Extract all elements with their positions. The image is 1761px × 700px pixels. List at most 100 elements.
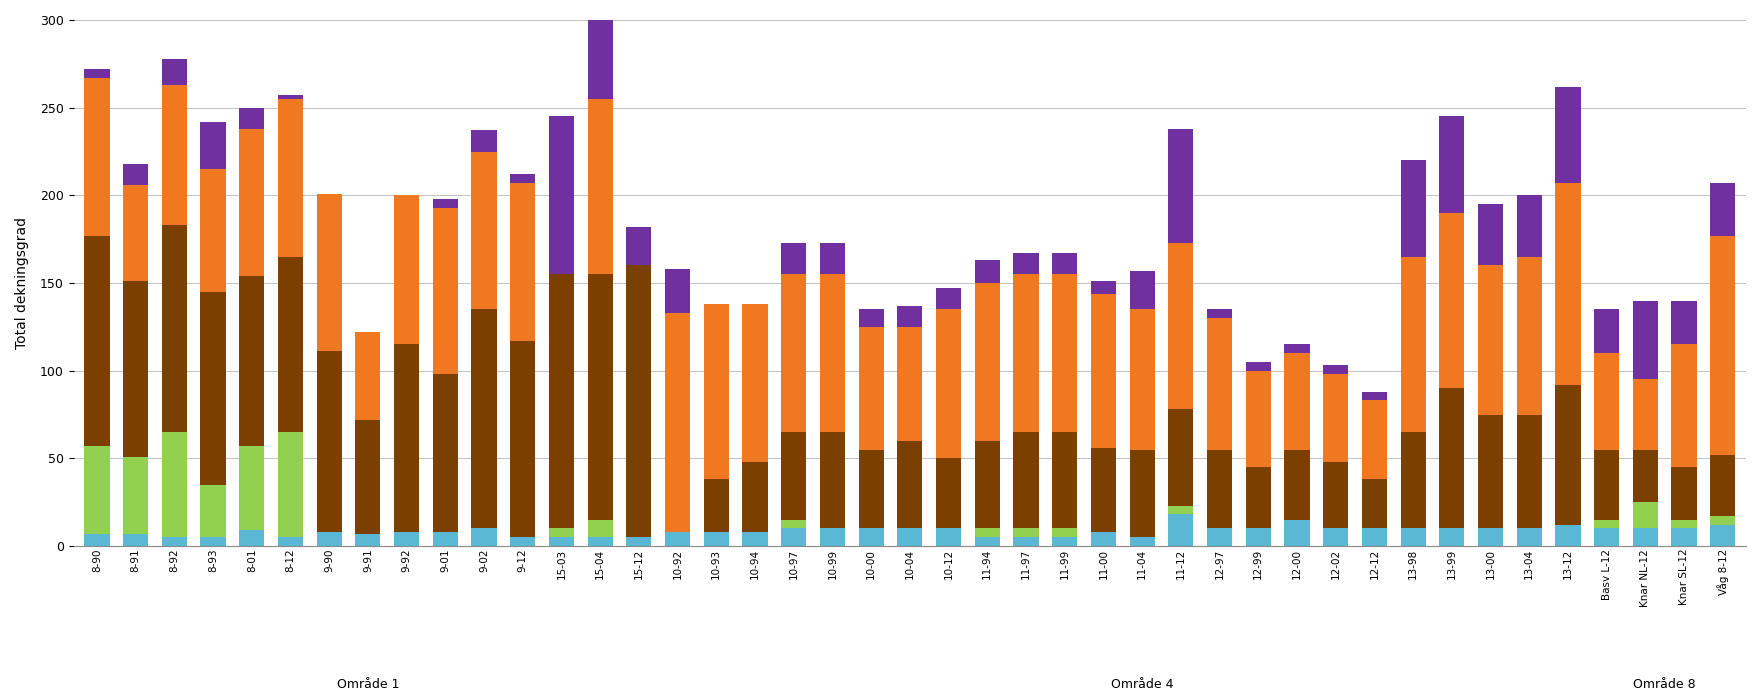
Bar	[1439, 213, 1465, 388]
Bar	[123, 281, 148, 456]
Bar	[472, 528, 497, 546]
Bar	[1013, 432, 1039, 528]
Bar	[1671, 528, 1696, 546]
Bar	[1632, 449, 1657, 502]
Bar	[859, 449, 884, 528]
Bar	[356, 420, 380, 533]
Text: Område 1: Område 1	[336, 678, 400, 690]
Bar	[1090, 532, 1116, 546]
Bar	[937, 528, 962, 546]
Bar	[1051, 274, 1078, 432]
Bar	[1710, 183, 1735, 236]
Text: Område 8: Område 8	[1634, 678, 1696, 690]
Y-axis label: Total dekningsgrad: Total dekningsgrad	[16, 217, 28, 349]
Bar	[433, 208, 458, 374]
Bar	[627, 265, 652, 537]
Bar	[1168, 243, 1194, 410]
Bar	[239, 108, 264, 129]
Bar	[433, 532, 458, 546]
Bar	[123, 164, 148, 185]
Bar	[278, 537, 303, 546]
Bar	[1594, 353, 1618, 449]
Bar	[1168, 129, 1194, 243]
Bar	[1361, 400, 1388, 480]
Bar	[472, 309, 497, 528]
Bar	[1555, 385, 1581, 525]
Bar	[1477, 414, 1504, 528]
Bar	[666, 313, 690, 532]
Bar	[1710, 516, 1735, 525]
Bar	[278, 257, 303, 432]
Bar	[1439, 528, 1465, 546]
Bar	[317, 351, 342, 532]
Bar	[1671, 344, 1696, 467]
Bar	[511, 174, 535, 183]
Bar	[317, 194, 342, 351]
Bar	[627, 227, 652, 265]
Bar	[1206, 318, 1233, 449]
Bar	[859, 327, 884, 449]
Bar	[162, 225, 187, 432]
Bar	[1051, 432, 1078, 528]
Bar	[1439, 116, 1465, 213]
Bar	[1168, 505, 1194, 514]
Bar	[898, 528, 923, 546]
Bar	[85, 533, 109, 546]
Bar	[1632, 300, 1657, 379]
Bar	[1400, 432, 1426, 528]
Bar	[511, 183, 535, 341]
Bar	[1671, 467, 1696, 519]
Bar	[937, 458, 962, 528]
Bar	[821, 528, 845, 546]
Bar	[704, 480, 729, 532]
Bar	[162, 85, 187, 225]
Bar	[627, 537, 652, 546]
Bar	[1671, 519, 1696, 528]
Bar	[123, 533, 148, 546]
Bar	[937, 288, 962, 309]
Bar	[588, 99, 613, 274]
Bar	[433, 374, 458, 532]
Bar	[1129, 449, 1155, 537]
Bar	[1555, 525, 1581, 546]
Bar	[898, 327, 923, 441]
Bar	[1632, 379, 1657, 449]
Bar	[1516, 195, 1543, 257]
Bar	[1555, 183, 1581, 385]
Bar	[974, 283, 1000, 441]
Bar	[1555, 87, 1581, 183]
Bar	[1594, 528, 1618, 546]
Bar	[472, 130, 497, 151]
Bar	[666, 269, 690, 313]
Bar	[239, 446, 264, 530]
Bar	[937, 309, 962, 458]
Bar	[1710, 455, 1735, 516]
Bar	[782, 432, 807, 519]
Bar	[201, 292, 225, 484]
Bar	[1516, 257, 1543, 414]
Bar	[549, 274, 574, 528]
Bar	[821, 432, 845, 528]
Bar	[201, 169, 225, 292]
Bar	[782, 274, 807, 432]
Bar	[974, 441, 1000, 528]
Bar	[974, 528, 1000, 537]
Bar	[1013, 274, 1039, 432]
Bar	[821, 243, 845, 274]
Bar	[1400, 528, 1426, 546]
Bar	[201, 484, 225, 537]
Bar	[1284, 344, 1310, 353]
Bar	[1323, 365, 1349, 375]
Bar	[1051, 537, 1078, 546]
Bar	[1051, 528, 1078, 537]
Bar	[1323, 374, 1349, 462]
Bar	[1632, 502, 1657, 528]
Bar	[1090, 293, 1116, 448]
Bar	[1090, 281, 1116, 293]
Bar	[1594, 519, 1618, 528]
Bar	[782, 243, 807, 274]
Bar	[974, 260, 1000, 283]
Bar	[239, 129, 264, 276]
Bar	[743, 462, 768, 532]
Bar	[1361, 480, 1388, 528]
